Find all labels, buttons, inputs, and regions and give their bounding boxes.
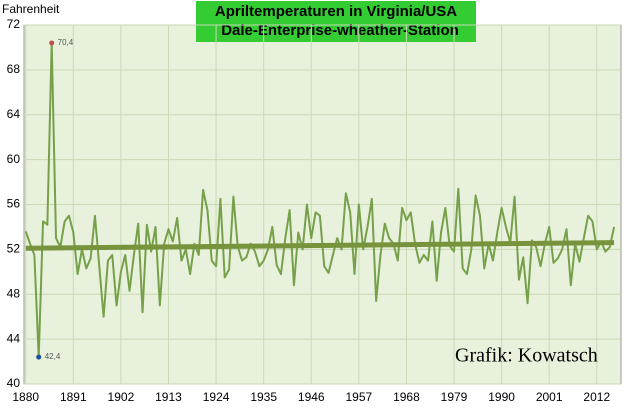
y-tick-label: 48 — [7, 286, 21, 300]
x-tick-label: 1891 — [60, 390, 87, 404]
x-tick-label: 1880 — [12, 390, 39, 404]
data-line — [24, 41, 616, 359]
trend-line — [25, 240, 615, 251]
title-box — [196, 1, 476, 42]
y-tick-label: 52 — [7, 242, 21, 256]
x-tick-label: 2001 — [536, 390, 563, 404]
y-tick-label: 40 — [7, 376, 21, 390]
x-tick-label: 1957 — [345, 390, 372, 404]
y-axis-label: Fahrenheit — [2, 2, 60, 16]
y-tick-label: 64 — [7, 107, 21, 121]
y-tick-label: 72 — [7, 17, 21, 31]
chart-subtitle: Dale-Enterprise-wheather-Station — [221, 22, 459, 39]
annotation: Grafik: Kowatsch — [455, 345, 598, 367]
y-tick-label: 56 — [7, 197, 21, 211]
x-tick-label: 1935 — [250, 390, 277, 404]
x-tick-label: 1968 — [393, 390, 420, 404]
highlight-label: 42,4 — [45, 352, 61, 361]
x-tick-label: 1924 — [203, 390, 230, 404]
x-tick-label: 1979 — [441, 390, 468, 404]
x-tick-label: 1946 — [298, 390, 325, 404]
x-tick-label: 1913 — [155, 390, 182, 404]
highlight-point — [49, 40, 55, 46]
highlight-point — [36, 354, 42, 360]
x-tick-label: 2012 — [583, 390, 610, 404]
y-tick-label: 68 — [7, 62, 21, 76]
chart-title: Apriltemperaturen in Virginia/USA — [215, 3, 457, 20]
y-tick-label: 60 — [7, 152, 21, 166]
highlight-label: 70,4 — [58, 38, 74, 47]
x-tick-label: 1902 — [108, 390, 135, 404]
y-tick-label: 44 — [7, 331, 21, 345]
x-tick-label: 1990 — [488, 390, 515, 404]
